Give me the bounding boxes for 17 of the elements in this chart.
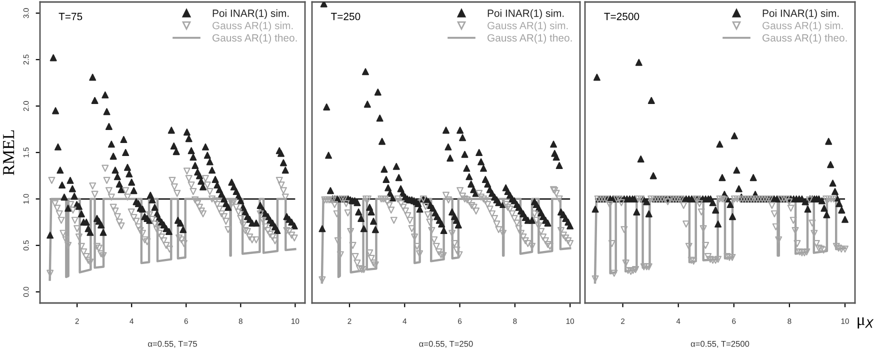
legend-label: Poi INAR(1) sim. [488, 9, 564, 19]
x-axis-title: α=0.55, T=2500 [690, 340, 750, 348]
legend-label: Gauss AR(1) sim. [488, 22, 568, 32]
legend-label: Poi INAR(1) sim. [762, 9, 839, 19]
legend-label: Gauss AR(1) sim. [762, 22, 843, 32]
legend-label: Poi INAR(1) sim. [212, 9, 289, 19]
legend-label: Gauss AR(1) sim. [212, 22, 293, 32]
text: μ$_{X}$ [858, 317, 874, 329]
legend-label: Gauss AR(1) theo. [488, 34, 572, 44]
legend-label: Gauss AR(1) theo. [762, 34, 847, 44]
y-axis-title: RMEL [3, 130, 14, 176]
annotation: T=2500 [604, 12, 640, 20]
x-axis-title: α=0.55, T=250 [419, 340, 473, 348]
annotation: T=250 [330, 12, 360, 20]
annotation: T=75 [58, 12, 82, 20]
x-axis-title: α=0.55, T=75 [148, 340, 197, 348]
legend-label: Gauss AR(1) theo. [212, 34, 297, 44]
